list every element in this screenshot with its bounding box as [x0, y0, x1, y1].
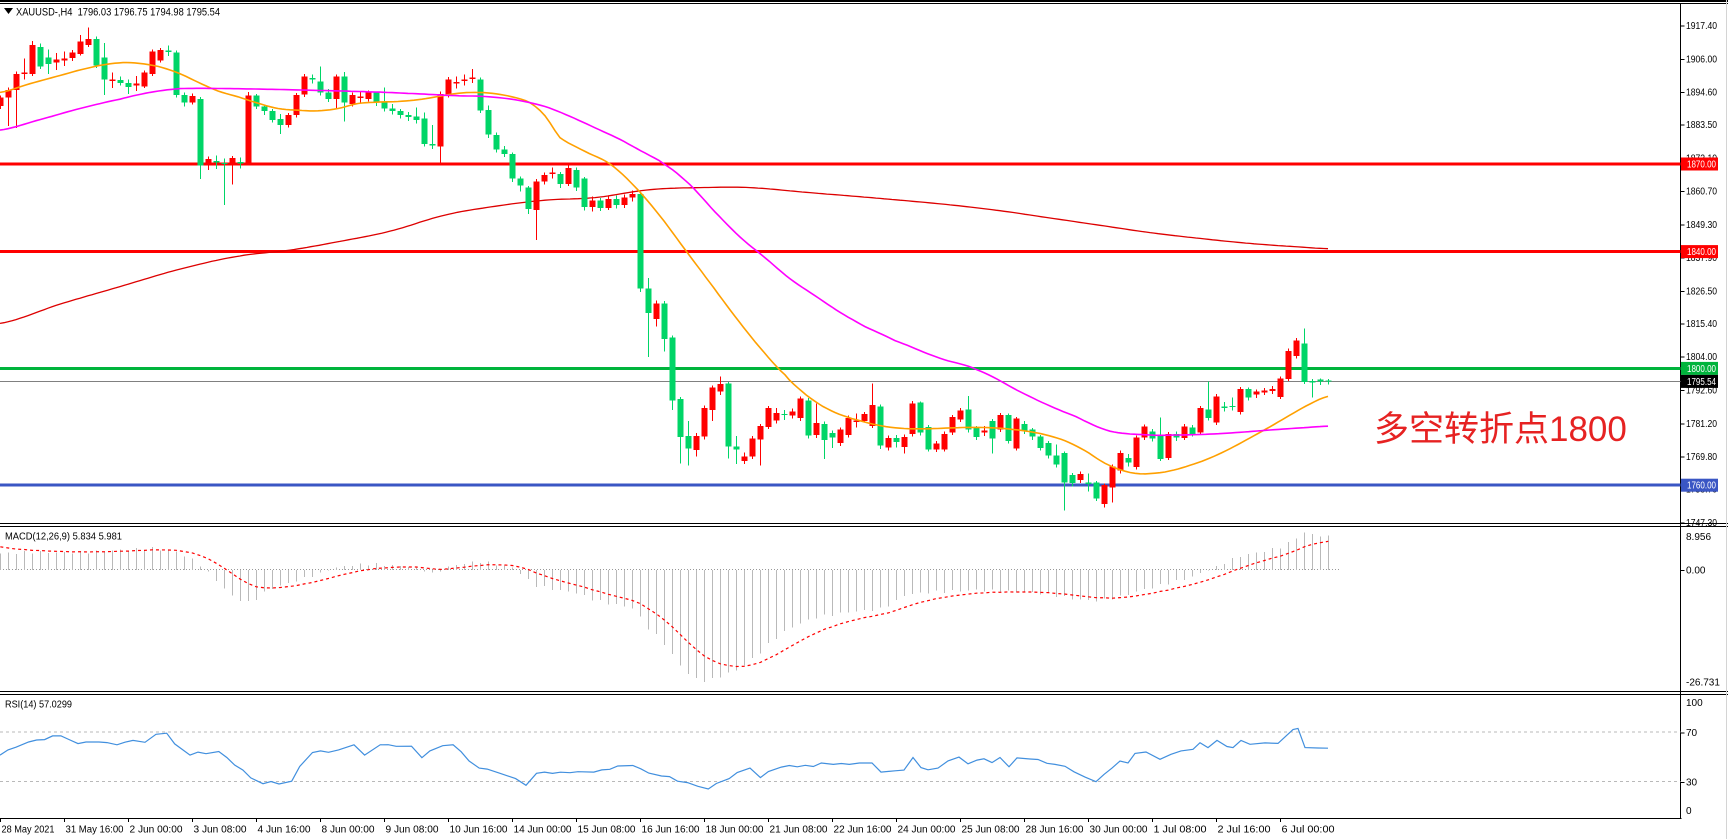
- svg-text:28 May 2021: 28 May 2021: [2, 825, 55, 836]
- svg-text:1792.60: 1792.60: [1686, 386, 1717, 397]
- svg-text:2 Jun 00:00: 2 Jun 00:00: [130, 825, 183, 836]
- svg-text:28 Jun 16:00: 28 Jun 16:00: [1026, 825, 1084, 836]
- svg-text:25 Jun 08:00: 25 Jun 08:00: [962, 825, 1020, 836]
- svg-text:15 Jun 08:00: 15 Jun 08:00: [578, 825, 636, 836]
- svg-text:1760.00: 1760.00: [1687, 481, 1716, 492]
- svg-text:3 Jun 08:00: 3 Jun 08:00: [194, 825, 247, 836]
- svg-text:6 Jul 00:00: 6 Jul 00:00: [1282, 825, 1335, 836]
- svg-text:24 Jun 00:00: 24 Jun 00:00: [898, 825, 956, 836]
- svg-text:1860.70: 1860.70: [1686, 187, 1717, 198]
- svg-text:1917.40: 1917.40: [1686, 21, 1717, 32]
- svg-text:100: 100: [1686, 698, 1703, 709]
- svg-text:31 May 16:00: 31 May 16:00: [66, 825, 124, 836]
- svg-text:RSI(14) 57.0299: RSI(14) 57.0299: [5, 699, 72, 711]
- svg-text:2 Jul 16:00: 2 Jul 16:00: [1218, 825, 1271, 836]
- svg-text:1804.00: 1804.00: [1686, 352, 1717, 363]
- svg-text:1837.90: 1837.90: [1686, 253, 1717, 264]
- svg-text:1769.80: 1769.80: [1686, 452, 1717, 463]
- svg-text:0: 0: [1686, 806, 1692, 817]
- svg-text:10 Jun 16:00: 10 Jun 16:00: [450, 825, 508, 836]
- svg-text:1826.50: 1826.50: [1686, 287, 1717, 298]
- svg-text:22 Jun 16:00: 22 Jun 16:00: [834, 825, 892, 836]
- svg-text:18 Jun 00:00: 18 Jun 00:00: [706, 825, 764, 836]
- svg-text:1883.50: 1883.50: [1686, 120, 1717, 131]
- svg-text:1 Jul 08:00: 1 Jul 08:00: [1154, 825, 1207, 836]
- svg-text:MACD(12,26,9) 5.834 5.981: MACD(12,26,9) 5.834 5.981: [5, 531, 122, 543]
- svg-text:14 Jun 00:00: 14 Jun 00:00: [514, 825, 572, 836]
- svg-text:9 Jun 08:00: 9 Jun 08:00: [386, 825, 439, 836]
- svg-text:1747.30: 1747.30: [1686, 518, 1717, 529]
- svg-text:8.956: 8.956: [1686, 532, 1711, 543]
- svg-text:30 Jun 00:00: 30 Jun 00:00: [1090, 825, 1148, 836]
- svg-text:1800.00: 1800.00: [1687, 364, 1716, 375]
- svg-text:70: 70: [1686, 728, 1698, 739]
- svg-text:1815.40: 1815.40: [1686, 319, 1717, 330]
- svg-text:30: 30: [1686, 777, 1698, 788]
- svg-text:多空转折点1800: 多空转折点1800: [1374, 410, 1627, 449]
- svg-text:1795.54: 1795.54: [1687, 377, 1716, 388]
- svg-text:XAUUSD-,H4 1796.03 1796.75 17: XAUUSD-,H4 1796.03 1796.75 1794.98 1795.…: [16, 7, 220, 19]
- svg-text:1781.20: 1781.20: [1686, 419, 1717, 430]
- svg-text:1894.60: 1894.60: [1686, 88, 1717, 99]
- svg-text:8 Jun 00:00: 8 Jun 00:00: [322, 825, 375, 836]
- svg-text:1849.30: 1849.30: [1686, 220, 1717, 231]
- svg-text:16 Jun 16:00: 16 Jun 16:00: [642, 825, 700, 836]
- svg-text:1870.00: 1870.00: [1687, 160, 1716, 171]
- svg-text:0.00: 0.00: [1686, 566, 1706, 577]
- svg-text:1906.00: 1906.00: [1686, 54, 1717, 65]
- svg-text:4 Jun 16:00: 4 Jun 16:00: [258, 825, 311, 836]
- svg-text:1840.00: 1840.00: [1687, 247, 1716, 258]
- svg-text:21 Jun 08:00: 21 Jun 08:00: [770, 825, 828, 836]
- svg-text:-26.731: -26.731: [1686, 678, 1720, 689]
